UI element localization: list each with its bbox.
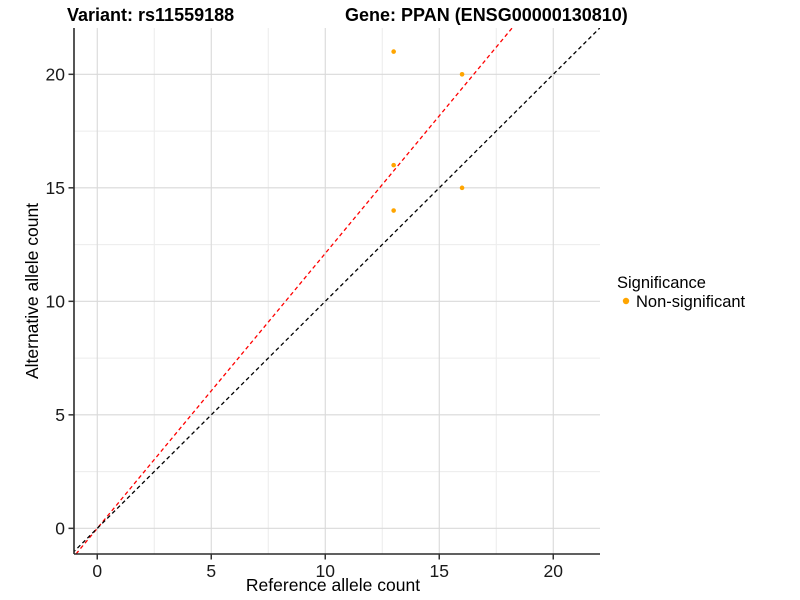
x-axis-title: Reference allele count xyxy=(246,575,420,595)
legend-title: Significance xyxy=(617,274,706,292)
x-tick-label: 0 xyxy=(92,561,102,581)
data-point xyxy=(459,72,465,77)
data-point xyxy=(459,185,465,191)
legend-point-swatch xyxy=(622,297,630,305)
x-tick-label: 15 xyxy=(430,561,449,581)
y-axis-title: Alternative allele count xyxy=(22,203,42,379)
plot-title-gene: Gene: PPAN (ENSG00000130810) xyxy=(345,5,628,25)
legend: Significance Non-significant xyxy=(617,274,746,311)
plot-title-variant: Variant: rs11559188 xyxy=(67,5,234,25)
identity-line xyxy=(74,28,600,553)
expected-ratio-line xyxy=(75,28,513,554)
legend-entry-label: Non-significant xyxy=(636,293,746,311)
x-tick-label: 10 xyxy=(316,561,336,581)
data-point xyxy=(391,49,396,54)
y-tick-label: 5 xyxy=(55,405,65,425)
y-tick-label: 10 xyxy=(46,291,66,311)
reference-lines xyxy=(74,28,600,554)
x-tick-label: 20 xyxy=(544,561,564,581)
gridlines xyxy=(74,28,600,554)
data-point xyxy=(391,208,396,213)
data-point xyxy=(391,162,396,168)
y-tick-label: 15 xyxy=(46,178,65,198)
tick-labels: 0 5 10 15 20 0 5 10 15 20 xyxy=(46,64,564,581)
x-tick-label: 5 xyxy=(206,561,216,581)
data-points xyxy=(391,49,465,213)
axes xyxy=(68,28,600,560)
plot-panel xyxy=(74,28,600,554)
y-tick-label: 0 xyxy=(55,518,65,538)
y-tick-label: 20 xyxy=(46,64,66,84)
